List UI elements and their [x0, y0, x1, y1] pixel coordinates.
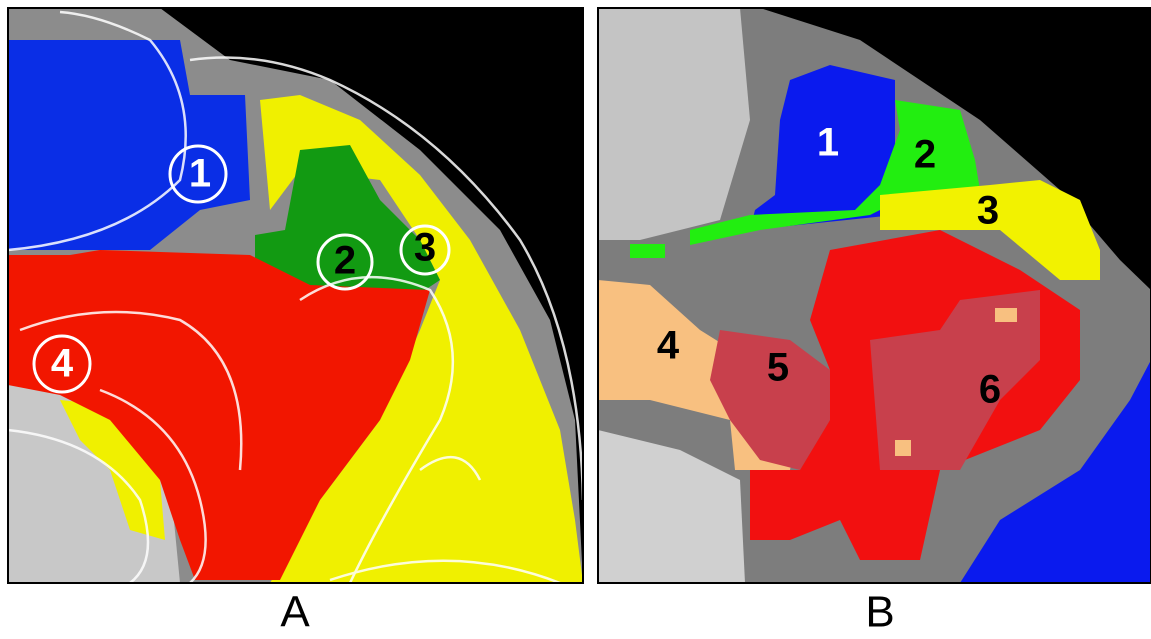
panel-label: B	[865, 588, 894, 637]
region-label: 4	[51, 342, 74, 386]
region-label: 2	[334, 239, 356, 283]
region-label: 3	[977, 189, 999, 233]
region-label: 3	[414, 226, 436, 270]
figure: 1 2 3 4 A 1 2 3 4 5 6 B	[0, 0, 1151, 639]
panel-a-image	[8, 8, 583, 583]
region-label: 4	[657, 324, 680, 368]
region-label: 2	[914, 133, 936, 177]
region-label: 1	[189, 152, 211, 196]
panel-label: A	[280, 588, 310, 637]
panel-b-image	[598, 8, 1151, 583]
region-label: 6	[979, 368, 1001, 412]
region-label: 5	[767, 346, 789, 390]
region-label: 1	[817, 121, 839, 165]
